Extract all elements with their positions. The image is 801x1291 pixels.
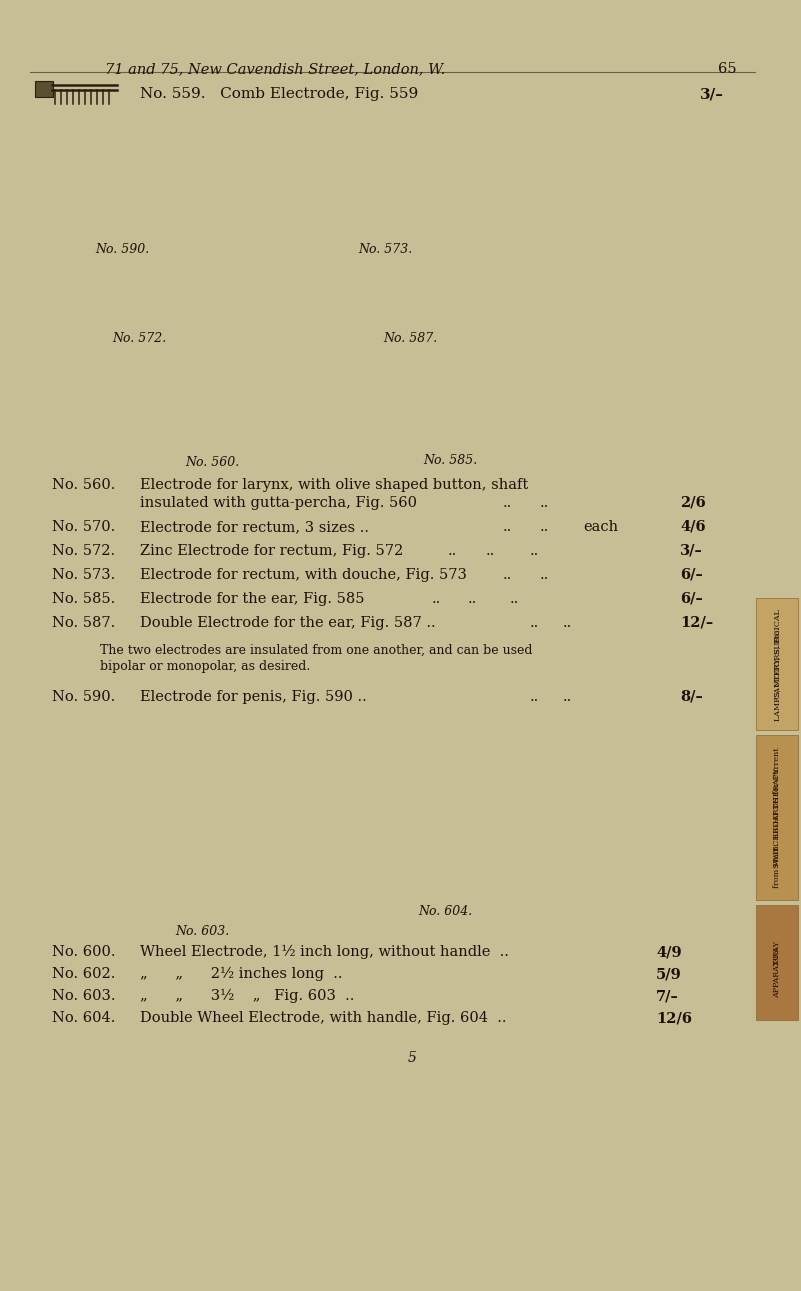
Text: 12/6: 12/6	[656, 1011, 692, 1025]
Text: ..: ..	[448, 544, 457, 558]
Text: X-RAY: X-RAY	[773, 940, 781, 964]
Text: No. 560.: No. 560.	[185, 456, 239, 469]
Text: insulated with gutta-percha, Fig. 560: insulated with gutta-percha, Fig. 560	[140, 496, 417, 510]
Text: CAUTERY, SURGICAL: CAUTERY, SURGICAL	[773, 609, 781, 698]
Text: Electrode for penis, Fig. 590 ..: Electrode for penis, Fig. 590 ..	[140, 689, 367, 704]
Text: 3/–: 3/–	[700, 86, 724, 101]
Text: ..: ..	[530, 689, 539, 704]
Bar	[35, 81, 53, 97]
Text: „      „      3½    „   Fig. 603  ..: „ „ 3½ „ Fig. 603 ..	[140, 989, 354, 1003]
Text: 12/–: 12/–	[680, 616, 713, 630]
Text: Electrode for rectum, with douche, Fig. 573: Electrode for rectum, with douche, Fig. …	[140, 568, 467, 582]
Text: No. 573.: No. 573.	[358, 243, 413, 256]
Text: No. 585.: No. 585.	[52, 593, 115, 605]
Text: No. 604.: No. 604.	[418, 905, 473, 918]
Text: 71 and 75, New Cavendish Street, London, W.: 71 and 75, New Cavendish Street, London,…	[105, 62, 445, 76]
Text: Zinc Electrode for rectum, Fig. 572: Zinc Electrode for rectum, Fig. 572	[140, 544, 403, 558]
Text: ..: ..	[510, 593, 519, 605]
Text: No. 604.: No. 604.	[52, 1011, 115, 1025]
Text: No. 587.: No. 587.	[383, 332, 437, 345]
Text: No. 572.: No. 572.	[112, 332, 167, 345]
Text: LAMPS, MOTORS, Etc.: LAMPS, MOTORS, Etc.	[773, 627, 781, 720]
Text: ..: ..	[486, 544, 495, 558]
Bar	[756, 735, 798, 900]
Bar	[756, 598, 798, 729]
Text: Wheel Electrode, 1½ inch long, without handle  ..: Wheel Electrode, 1½ inch long, without h…	[140, 945, 509, 959]
Text: ..: ..	[563, 616, 572, 630]
Text: No. 559.   Comb Electrode, Fig. 559: No. 559. Comb Electrode, Fig. 559	[140, 86, 418, 101]
Text: ..: ..	[503, 496, 513, 510]
Text: „      „      2½ inches long  ..: „ „ 2½ inches long ..	[140, 967, 343, 981]
Text: Electrode for larynx, with olive shaped button, shaft: Electrode for larynx, with olive shaped …	[140, 478, 528, 492]
Text: ..: ..	[530, 544, 539, 558]
Text: 5: 5	[408, 1051, 417, 1065]
Text: ..: ..	[432, 593, 441, 605]
Text: No. 602.: No. 602.	[52, 967, 115, 981]
Text: No. 570.: No. 570.	[52, 520, 115, 534]
Text: No. 590.: No. 590.	[52, 689, 115, 704]
Text: Electrode for the ear, Fig. 585: Electrode for the ear, Fig. 585	[140, 593, 364, 605]
Text: No. 590.: No. 590.	[95, 243, 149, 256]
Text: 6/–: 6/–	[680, 593, 702, 605]
Text: Electrode for rectum, 3 sizes ..: Electrode for rectum, 3 sizes ..	[140, 520, 369, 534]
Text: No. 603.: No. 603.	[175, 924, 229, 939]
Text: 2/6: 2/6	[680, 496, 706, 510]
Text: ..: ..	[540, 568, 549, 582]
Text: SWITCHBOARDS for Current: SWITCHBOARDS for Current	[773, 747, 781, 868]
Text: ..: ..	[503, 520, 513, 534]
Text: ..: ..	[540, 496, 549, 510]
Text: 4/6: 4/6	[680, 520, 706, 534]
Text: ..: ..	[503, 568, 513, 582]
Text: 65: 65	[718, 62, 737, 76]
Text: No. 585.: No. 585.	[423, 454, 477, 467]
Text: No. 587.: No. 587.	[52, 616, 115, 630]
Text: No. 600.: No. 600.	[52, 945, 115, 959]
Text: from Main.  LIGHT THERAPY: from Main. LIGHT THERAPY	[773, 768, 781, 887]
Text: each: each	[583, 520, 618, 534]
Text: APPARATUS: APPARATUS	[773, 948, 781, 998]
Text: The two electrodes are insulated from one another, and can be used: The two electrodes are insulated from on…	[100, 644, 533, 657]
Text: 4/9: 4/9	[656, 945, 682, 959]
Text: 7/–: 7/–	[656, 989, 678, 1003]
Text: Double Electrode for the ear, Fig. 587 ..: Double Electrode for the ear, Fig. 587 .…	[140, 616, 436, 630]
Text: No. 573.: No. 573.	[52, 568, 115, 582]
Text: No. 560.: No. 560.	[52, 478, 115, 492]
Text: ..: ..	[468, 593, 477, 605]
Text: bipolar or monopolar, as desired.: bipolar or monopolar, as desired.	[100, 660, 310, 673]
Text: 6/–: 6/–	[680, 568, 702, 582]
Text: No. 603.: No. 603.	[52, 989, 115, 1003]
Text: 3/–: 3/–	[680, 544, 702, 558]
Text: No. 572.: No. 572.	[52, 544, 115, 558]
Text: Double Wheel Electrode, with handle, Fig. 604  ..: Double Wheel Electrode, with handle, Fig…	[140, 1011, 506, 1025]
Text: ..: ..	[530, 616, 539, 630]
Bar	[756, 905, 798, 1020]
Text: ..: ..	[540, 520, 549, 534]
Text: 5/9: 5/9	[656, 967, 682, 981]
Text: ..: ..	[563, 689, 572, 704]
Text: 8/–: 8/–	[680, 689, 702, 704]
